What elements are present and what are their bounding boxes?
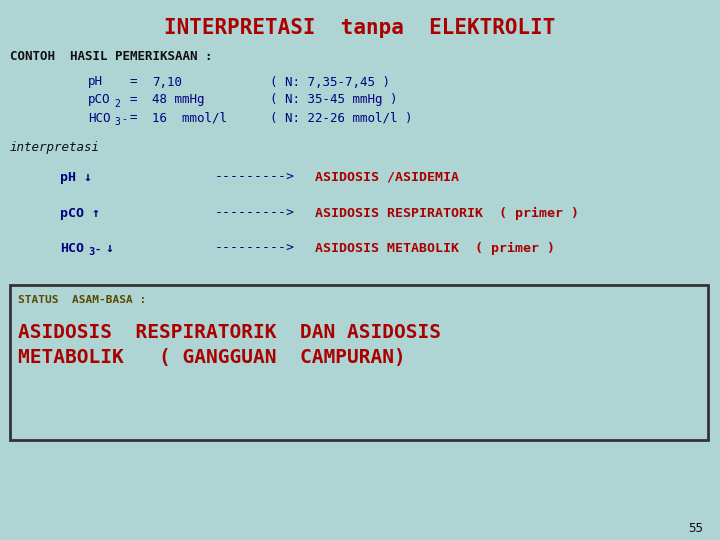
Text: 7,10: 7,10: [152, 76, 182, 89]
Text: -: -: [95, 245, 102, 255]
Text: 48 mmHg: 48 mmHg: [152, 93, 204, 106]
Text: STATUS  ASAM-BASA :: STATUS ASAM-BASA :: [18, 295, 146, 305]
Text: ( N: 7,35-7,45 ): ( N: 7,35-7,45 ): [270, 76, 390, 89]
Text: interpretasi: interpretasi: [10, 141, 100, 154]
Text: INTERPRETASI  tanpa  ELEKTROLIT: INTERPRETASI tanpa ELEKTROLIT: [164, 18, 556, 38]
Text: --------->: --------->: [215, 206, 295, 219]
Text: pH: pH: [88, 76, 103, 89]
Text: ↓: ↓: [105, 241, 113, 254]
Text: --------->: --------->: [215, 171, 295, 184]
Text: METABOLIK   ( GANGGUAN  CAMPURAN): METABOLIK ( GANGGUAN CAMPURAN): [18, 348, 406, 368]
Text: ASIDOSIS METABOLIK  ( primer ): ASIDOSIS METABOLIK ( primer ): [315, 241, 555, 254]
Text: =: =: [130, 111, 138, 125]
Text: =: =: [130, 76, 138, 89]
Text: 55: 55: [688, 522, 703, 535]
Text: ( N: 22-26 mmol/l ): ( N: 22-26 mmol/l ): [270, 111, 413, 125]
Text: =: =: [130, 93, 138, 106]
Text: ASIDOSIS  RESPIRATORIK  DAN ASIDOSIS: ASIDOSIS RESPIRATORIK DAN ASIDOSIS: [18, 322, 441, 341]
Text: HCO: HCO: [60, 241, 84, 254]
Text: 3: 3: [114, 117, 120, 127]
Text: pCO: pCO: [88, 93, 110, 106]
Text: pCO ↑: pCO ↑: [60, 206, 100, 219]
Text: 2: 2: [114, 99, 120, 109]
Text: --------->: --------->: [215, 241, 295, 254]
Text: ( N: 35-45 mmHg ): ( N: 35-45 mmHg ): [270, 93, 397, 106]
Text: -: -: [121, 114, 127, 124]
Text: pH ↓: pH ↓: [60, 171, 92, 184]
Text: ASIDOSIS /ASIDEMIA: ASIDOSIS /ASIDEMIA: [315, 171, 459, 184]
Text: ASIDOSIS RESPIRATORIK  ( primer ): ASIDOSIS RESPIRATORIK ( primer ): [315, 206, 579, 220]
FancyBboxPatch shape: [10, 285, 708, 440]
Text: HCO: HCO: [88, 111, 110, 125]
Text: 3: 3: [88, 247, 94, 257]
Text: CONTOH  HASIL PEMERIKSAAN :: CONTOH HASIL PEMERIKSAAN :: [10, 50, 212, 63]
Text: 16  mmol/l: 16 mmol/l: [152, 111, 227, 125]
